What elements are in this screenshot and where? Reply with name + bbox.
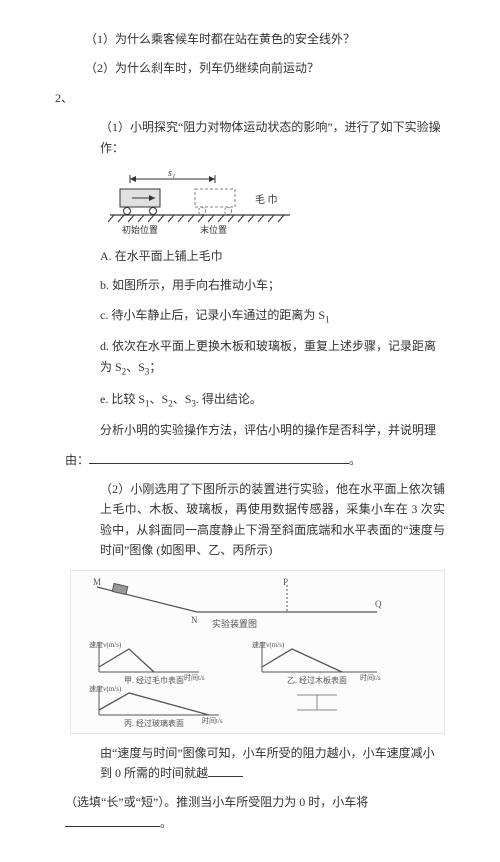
step-e: e. 比较 S1、S2、S3. 得出结论。 [70,389,445,412]
figure-cart-towel: s₁ [70,167,445,237]
q2-sub2-text: （2）小刚选用了下图所示的装置进行实验，他在水平面上依次铺上毛巾、木板、玻璃板，… [70,479,445,561]
step-c: c. 待小车静止后，记录小车通过的距离为 S1 [70,305,445,328]
towel-label: 毛 巾 [255,193,278,206]
conclusion-line2: （选填“长”或“短”）。推测当小车所受阻力为 0 时，小车将。 [65,792,445,833]
initpos-label: 初始位置 [122,224,158,235]
step-d: d. 依次在水平面上更换木板和玻璃板，重复上述步骤，记录距离为 S2、S3； [70,336,445,379]
figure-setup-graphs: M N P Q 实验装置图 速度v(m/s) 时间t/s 甲. 经过毛巾表面 [70,570,445,734]
svg-text:时间t/s: 时间t/s [360,673,381,682]
q2-sub1-intro: （1）小明探究“阻力对物体运动状态的影响”，进行了如下实验操作： [70,117,445,158]
svg-text:丙. 经过玻璃表面: 丙. 经过玻璃表面 [124,718,184,727]
q1-sub1: （1）为什么乘客候车时都在站在黄色的安全线外？ [70,29,445,49]
svg-text:速度v(m/s): 速度v(m/s) [252,640,285,649]
analysis-line2: 由：。 [65,450,445,470]
step-b: b. 如图所示，用手向右推动小车； [70,275,445,295]
svg-text:甲. 经过毛巾表面: 甲. 经过毛巾表面 [124,675,184,685]
svg-text:Q: Q [375,599,382,609]
s1-label: s₁ [168,168,175,179]
conclusion-line1: 由“速度与时间”图像可知，小车所受的阻力越小，小车速度减小到 0 所需的时间就越 [70,743,445,784]
svg-text:N: N [191,615,198,625]
q1-sub2: （2）为什么刹车时，列车仍继续向前运动？ [70,58,445,78]
svg-text:时间t/s: 时间t/s [184,673,205,682]
svg-text:P: P [283,577,288,587]
svg-text:乙. 经过木板表面: 乙. 经过木板表面 [287,675,347,685]
q2-number: 2、 [55,88,445,108]
svg-text:实验装置图: 实验装置图 [212,618,257,629]
analysis-line1: 分析小明的实验操作方法，评估小明的操作是否科学，并说明理 [70,420,445,440]
endpos-label: 末位置 [200,224,227,235]
svg-text:速度v(m/s): 速度v(m/s) [89,640,122,649]
svg-text:M: M [93,577,101,587]
step-a: A. 在水平面上铺上毛巾 [70,246,445,266]
svg-text:时间t/s: 时间t/s [202,716,223,725]
svg-text:速度v(m/s): 速度v(m/s) [89,684,122,693]
